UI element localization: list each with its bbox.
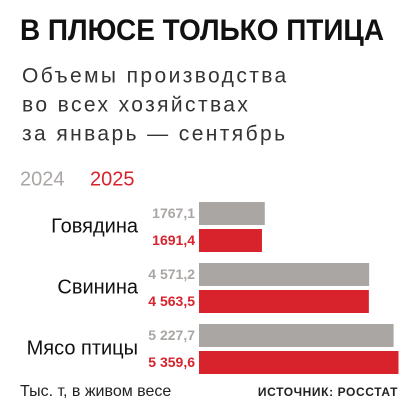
note: Тыс. т, в живом весе xyxy=(20,383,171,400)
value-label: 5 359,6 xyxy=(148,354,195,370)
legend-label: 2025 xyxy=(90,168,135,190)
value-label: 4 563,5 xyxy=(148,293,195,309)
category-label: Свинина xyxy=(57,276,139,298)
category-label: Говядина xyxy=(51,215,139,237)
legend-label: 2024 xyxy=(20,168,65,190)
value-label: 1767,1 xyxy=(152,205,195,221)
value-label: 1691,4 xyxy=(152,232,195,248)
value-label: 5 227,7 xyxy=(148,327,195,343)
subtitle-line: за январь — сентябрь xyxy=(22,123,287,146)
chart-title: В ПЛЮСЕ ТОЛЬКО ПТИЦА xyxy=(20,14,384,47)
bar xyxy=(199,202,265,225)
bar xyxy=(199,324,394,347)
subtitle-line: во всех хозяйствах xyxy=(22,94,250,117)
bar xyxy=(199,229,262,252)
value-label: 4 571,2 xyxy=(148,266,195,282)
bar xyxy=(199,290,369,313)
bar xyxy=(199,351,399,374)
category-label: Мясо птицы xyxy=(27,337,138,359)
subtitle-line: Объемы производства xyxy=(22,65,289,88)
bar xyxy=(199,263,370,286)
source: ИСТОЧНИК: РОССТАТ xyxy=(258,385,398,399)
